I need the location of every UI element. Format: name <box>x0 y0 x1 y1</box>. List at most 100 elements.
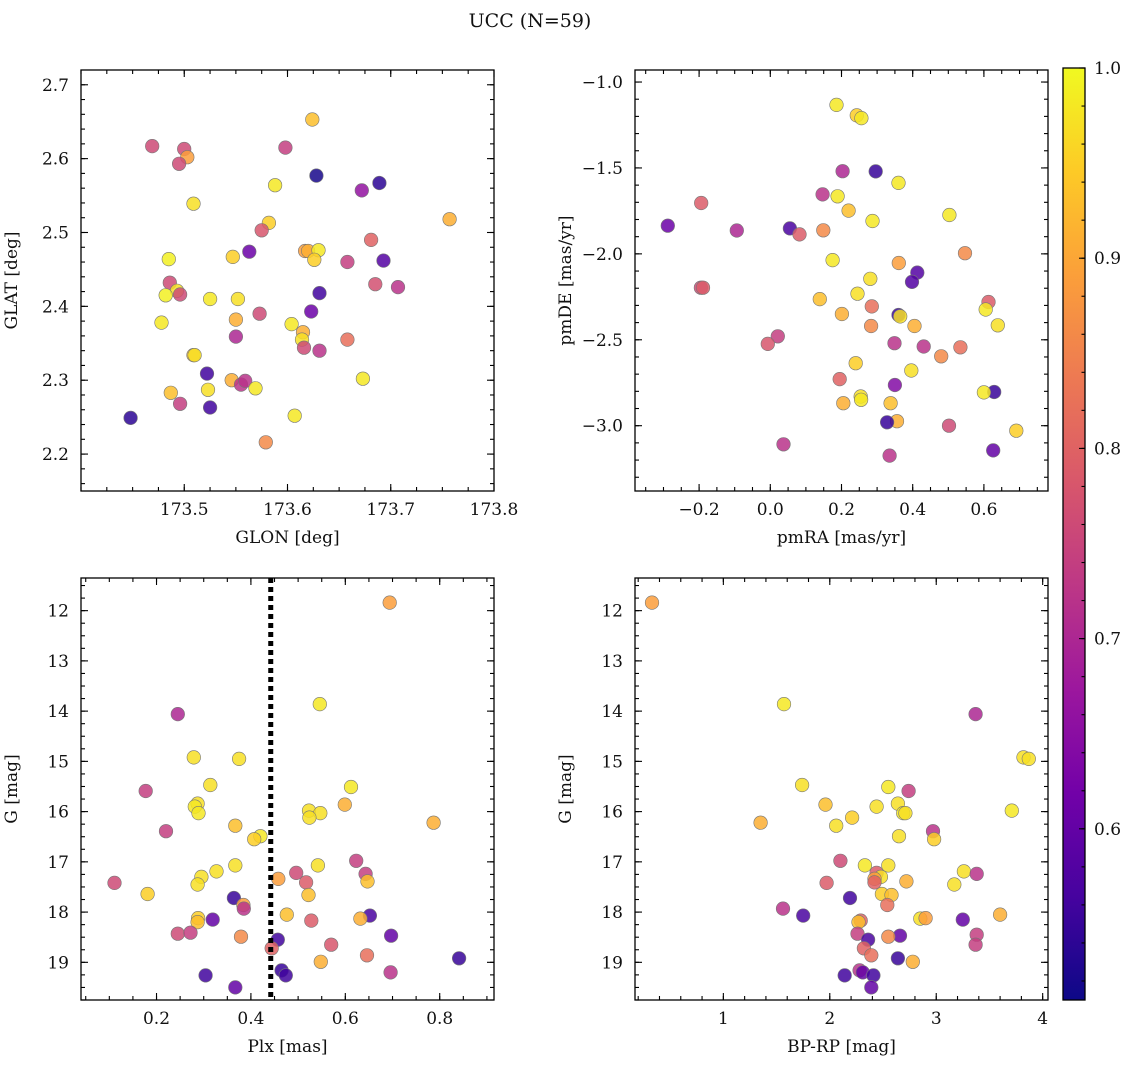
colorbar-gradient <box>1063 68 1085 1000</box>
data-point <box>442 212 457 227</box>
data-point <box>353 911 368 926</box>
data-point <box>173 287 188 302</box>
y-tick-label: 12 <box>47 602 69 622</box>
data-point <box>307 252 322 267</box>
data-point <box>942 207 957 223</box>
x-axis-label: BP-RP [mag] <box>787 1037 896 1057</box>
y-axis-label: G [mag] <box>556 754 576 823</box>
data-point <box>694 195 709 211</box>
data-point <box>844 810 860 825</box>
data-point <box>310 858 326 873</box>
x-tick-label: 173.7 <box>366 500 415 520</box>
data-point <box>254 223 269 238</box>
data-point <box>770 329 785 344</box>
data-point <box>203 777 218 793</box>
y-tick-label: −1.5 <box>582 159 623 179</box>
data-point <box>107 875 122 891</box>
y-axis-label: GLAT [deg] <box>2 231 22 329</box>
data-point <box>812 292 827 307</box>
data-point <box>815 187 830 202</box>
data-point <box>842 890 858 906</box>
data-point <box>343 779 359 795</box>
data-point <box>1021 751 1036 767</box>
data-point <box>660 218 675 233</box>
data-point <box>905 954 920 969</box>
panel-plx-g: 0.2 0.4 0.6 0.8 12 13 14 15 16 17 18 19 Plx [mas] G [… <box>2 577 495 1057</box>
y-tick-label: −3.0 <box>582 417 623 437</box>
data-point <box>313 954 328 969</box>
data-point <box>833 853 848 868</box>
data-point <box>956 864 972 879</box>
data-point <box>384 928 399 943</box>
data-point <box>170 706 185 722</box>
x-tick-label: 0.2 <box>828 500 855 520</box>
data-point <box>154 315 169 330</box>
data-point <box>140 886 155 902</box>
data-point <box>830 189 845 204</box>
data-point <box>776 696 792 712</box>
data-point <box>853 392 869 407</box>
data-point <box>941 418 957 433</box>
x-axis-label: Plx [mas] <box>247 1037 327 1057</box>
data-point <box>302 810 317 825</box>
data-point <box>990 318 1005 333</box>
colorbar: 0.6 0.7 0.8 0.9 1.0 <box>1062 59 1121 1001</box>
axes-frame <box>634 577 1049 1001</box>
x-tick-label: 0.2 <box>143 1009 170 1029</box>
data-point <box>1009 423 1024 438</box>
y-tick-label: 18 <box>601 903 623 923</box>
data-point <box>794 777 810 793</box>
y-tick-label: 19 <box>601 953 623 973</box>
y-tick-label: 2.5 <box>42 223 69 243</box>
data-point <box>248 381 263 396</box>
x-axis-label: pmRA [mas/yr] <box>777 528 906 548</box>
data-point <box>200 382 216 397</box>
data-point <box>879 415 895 430</box>
y-tick-label: −2.0 <box>582 245 623 265</box>
data-point <box>225 249 240 264</box>
data-point <box>957 246 973 261</box>
y-tick-label: 2.4 <box>42 297 69 317</box>
y-tick-label: 13 <box>47 652 69 672</box>
data-point <box>864 948 879 963</box>
data-point <box>158 288 173 303</box>
y-tick-label: −1.0 <box>582 73 623 93</box>
data-point <box>834 306 850 322</box>
data-point <box>233 929 249 944</box>
scatter-points <box>644 595 1036 995</box>
colorbar-tick-label: 0.7 <box>1094 630 1121 650</box>
data-point <box>904 363 919 378</box>
data-point <box>301 887 316 903</box>
data-point <box>289 865 304 881</box>
data-point <box>893 309 908 324</box>
data-point <box>390 280 406 295</box>
data-point <box>205 912 220 927</box>
data-point <box>829 818 844 833</box>
y-tick-label: 14 <box>601 702 623 722</box>
y-tick-label: 14 <box>47 702 69 722</box>
data-point <box>232 751 247 767</box>
data-point <box>360 874 375 889</box>
data-point <box>881 779 896 795</box>
data-point <box>816 223 831 238</box>
data-point <box>359 948 375 963</box>
x-tick-label: 0.6 <box>332 1009 359 1029</box>
data-point <box>837 968 852 983</box>
y-tick-label: 2.6 <box>42 150 69 170</box>
data-point <box>191 805 206 821</box>
data-point <box>372 175 387 191</box>
data-point <box>866 968 881 983</box>
data-point <box>850 926 865 941</box>
data-point <box>247 832 262 847</box>
data-point <box>258 435 273 450</box>
data-point <box>829 97 844 112</box>
data-point <box>890 951 906 966</box>
data-point <box>279 907 294 922</box>
data-point <box>926 832 942 847</box>
y-tick-label: 2.7 <box>42 76 69 96</box>
data-point <box>236 901 251 916</box>
x-tick-label: 0.4 <box>237 1009 264 1029</box>
y-tick-label: 15 <box>601 752 623 772</box>
